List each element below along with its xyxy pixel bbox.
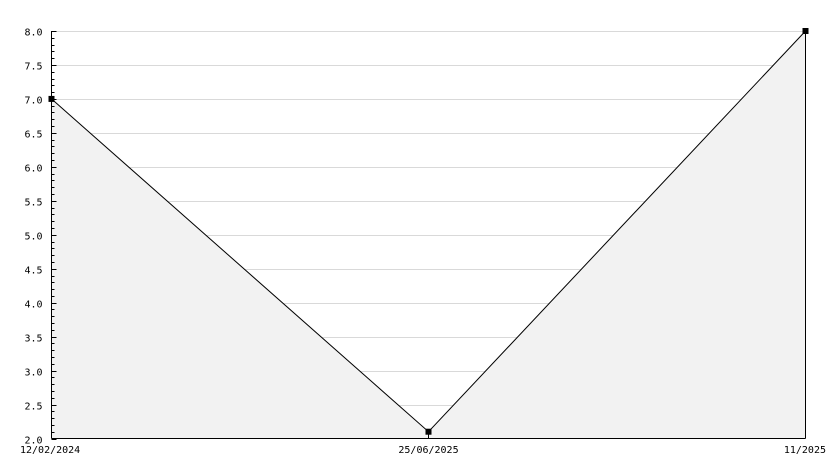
y-tick-label: 7.5	[24, 62, 42, 73]
x-axis-labels: 12/02/2024 25/06/2025 11/2025	[20, 445, 826, 456]
data-point	[425, 428, 432, 435]
y-tick-label: 2.5	[24, 402, 42, 413]
y-tick-label: 2.0	[24, 436, 42, 447]
y-tick-label: 4.0	[24, 300, 42, 311]
area-fill	[51, 31, 806, 439]
y-tick-label: 3.5	[24, 334, 42, 345]
data-point	[802, 28, 809, 34]
y-tick-label: 8.0	[24, 28, 42, 39]
y-axis-ticks: 2.0 2.5 3.0 3.5 4.0 4.5 5.0 5.5 6.0 6.5 7.0 7.5 8.0	[24, 28, 57, 447]
y-tick-label: 3.0	[24, 368, 42, 379]
x-tick-label: 11/2025	[784, 445, 826, 456]
y-tick-label: 7.0	[24, 96, 42, 107]
y-tick-label: 6.5	[24, 130, 42, 141]
x-tick-label: 12/02/2024	[20, 445, 80, 456]
y-tick-label: 4.5	[24, 266, 42, 277]
x-tick-label: 25/06/2025	[398, 445, 458, 456]
y-tick-label: 5.5	[24, 198, 42, 209]
y-tick-label: 6.0	[24, 164, 42, 175]
y-tick-label: 5.0	[24, 232, 42, 243]
